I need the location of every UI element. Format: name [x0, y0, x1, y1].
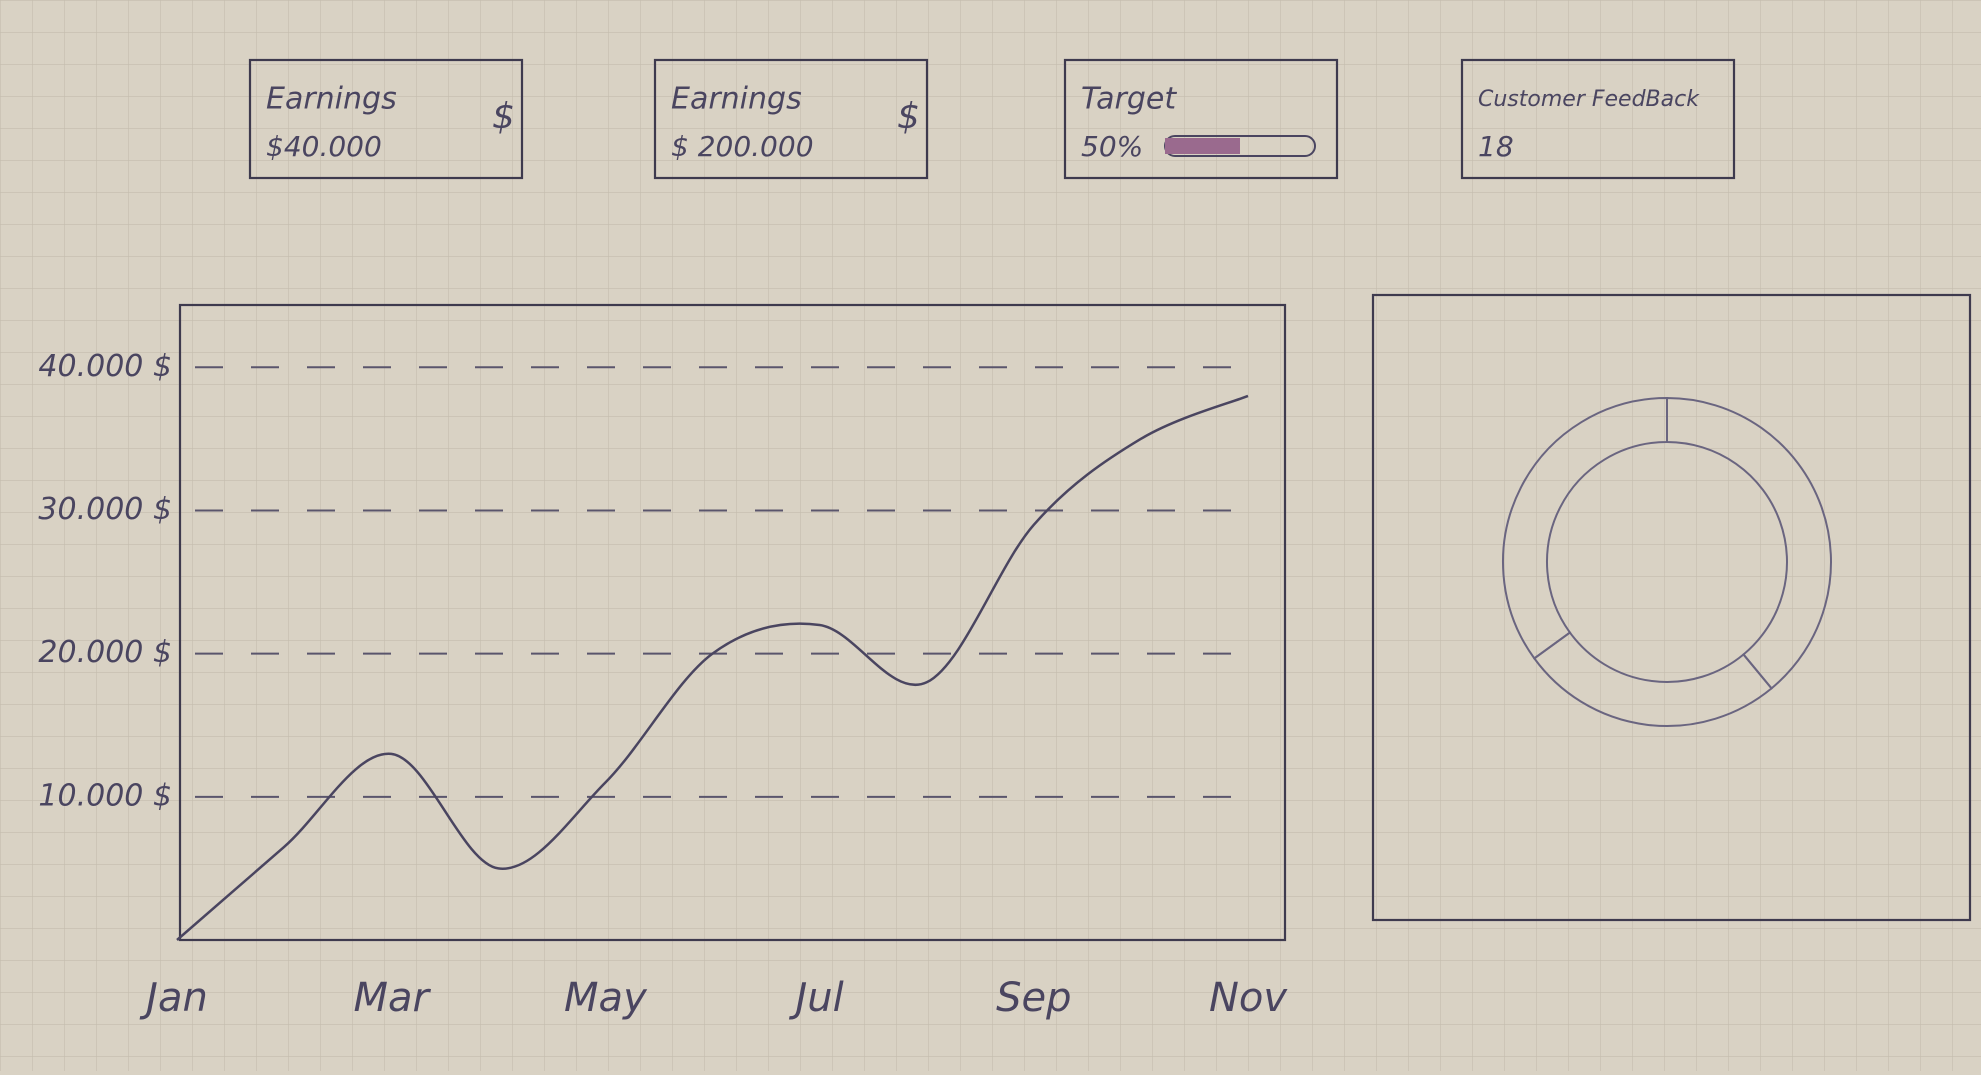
x-tick-label: Jul [788, 975, 843, 1021]
card [653, 58, 929, 180]
card-icon: $ [897, 96, 920, 137]
donut-segment [1666, 396, 1832, 690]
x-tick-label: Sep [996, 975, 1071, 1021]
y-tick-label: 40.000 $ [38, 349, 172, 384]
card-value: 50% [1081, 130, 1143, 163]
card [248, 58, 524, 180]
card-value: 18 [1478, 130, 1514, 163]
x-tick-label: Jan [139, 975, 208, 1021]
card-title: Earnings [266, 82, 397, 117]
card-icon: $ [492, 96, 515, 137]
card [1063, 58, 1339, 180]
card-title: Customer FeedBack [1478, 87, 1700, 112]
x-tick-label: Mar [353, 975, 431, 1021]
card-value: $40.000 [266, 130, 382, 163]
card-title: Earnings [671, 82, 802, 117]
line-chart-frame [178, 303, 1287, 942]
card-value: $ 200.000 [671, 130, 814, 163]
x-tick-label: Nov [1209, 975, 1288, 1021]
y-tick-label: 20.000 $ [38, 635, 172, 670]
line [176, 394, 1249, 941]
y-tick-label: 10.000 $ [38, 778, 172, 813]
donut-chart-frame [1371, 293, 1972, 922]
card [1460, 58, 1736, 180]
progress-fill [1165, 138, 1240, 154]
card-title: Target [1081, 82, 1177, 117]
line-chart: 10.000 $ 20.000 $ 30.000 $ 40.000 $ Jan Mar Ma… [38, 349, 1288, 1021]
donut-segment [1502, 396, 1668, 660]
cards: Earnings $40.000 $ Earnings $ 200.000 $ Target… [248, 58, 1736, 180]
y-tick-label: 30.000 $ [38, 492, 172, 527]
x-tick-label: May [564, 975, 648, 1021]
donut-chart [1502, 396, 1832, 728]
